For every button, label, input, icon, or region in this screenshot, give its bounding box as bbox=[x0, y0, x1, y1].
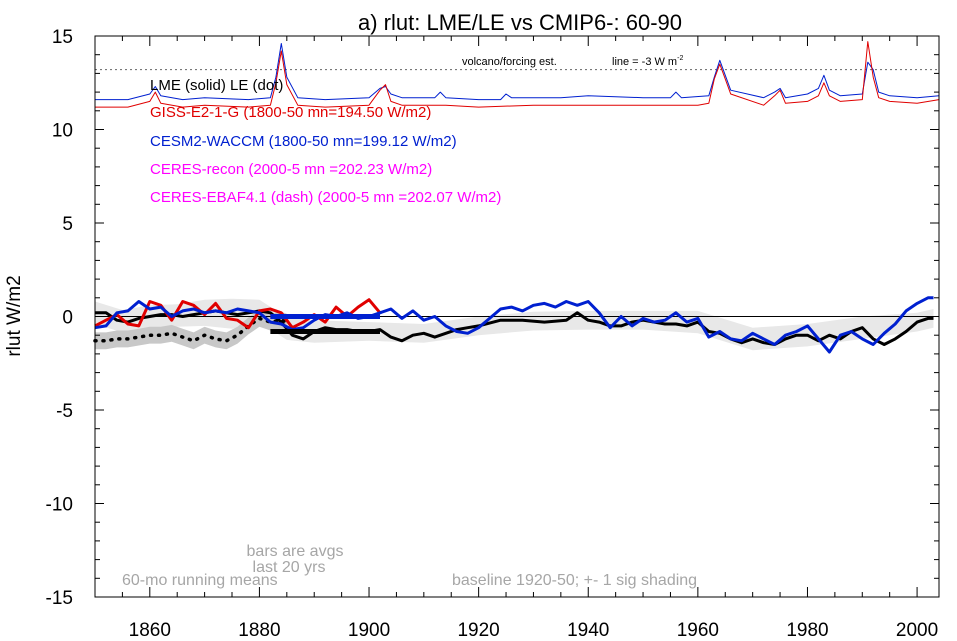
chart-title: a) rlut: LME/LE vs CMIP6-: 60-90 bbox=[358, 10, 682, 35]
x-tick-label: 1980 bbox=[786, 620, 828, 641]
anomaly-line-4 bbox=[94, 298, 382, 330]
forcing-line-0 bbox=[95, 43, 940, 101]
x-tick-label: 2000 bbox=[896, 620, 938, 641]
x-tick-label: 1900 bbox=[348, 620, 390, 641]
baseline-note: baseline 1920-50; +- 1 sig shading bbox=[452, 572, 697, 589]
legend-ceres-ebaf: CERES-EBAF4.1 (dash) (2000-5 mn =202.07 … bbox=[150, 189, 501, 206]
forcing-line-1 bbox=[95, 41, 940, 108]
legend-ceres-recon: CERES-recon (2000-5 mn =202.23 W/m2) bbox=[150, 161, 432, 178]
y-tick-label: 10 bbox=[52, 121, 73, 142]
y-tick-label: 15 bbox=[52, 27, 73, 48]
series-group bbox=[93, 41, 940, 354]
le-anomaly-line bbox=[93, 316, 289, 343]
avg-bars-group bbox=[270, 314, 380, 334]
le-shading-band bbox=[95, 310, 287, 350]
y-axis-label: rlut W/m2 bbox=[4, 275, 25, 356]
running-mean-note: 60-mo running means bbox=[122, 572, 278, 589]
x-tick-label: 1920 bbox=[457, 620, 499, 641]
zero-line-group bbox=[95, 69, 939, 317]
x-tick-label: 1940 bbox=[567, 620, 609, 641]
y-tick-label: 0 bbox=[62, 308, 73, 329]
x-tick-label: 1880 bbox=[238, 620, 280, 641]
y-tick-label: 5 bbox=[62, 214, 73, 235]
x-tick-label: 1960 bbox=[677, 620, 719, 641]
x-tick-label: 1860 bbox=[129, 620, 171, 641]
line-label-main: line = -3 W m bbox=[612, 56, 677, 68]
bars-note-line1: bars are avgs bbox=[247, 543, 344, 560]
axes-group: 15 10 5 0 -5 -10 -15 1860 1880 1900 1920 1940 1960 19… bbox=[46, 27, 940, 641]
bars-note-line2: last 20 yrs bbox=[253, 559, 326, 576]
legend-cesm2: CESM2-WACCM (1800-50 mn=199.12 W/m2) bbox=[150, 133, 457, 150]
y-tick-label: -5 bbox=[56, 401, 73, 422]
y-tick-label: -15 bbox=[46, 588, 73, 609]
volcano-label: volcano/forcing est. bbox=[462, 56, 557, 68]
anomaly-line-5 bbox=[94, 296, 934, 354]
y-tick-label: -10 bbox=[46, 495, 73, 516]
legend-giss: GISS-E2-1-G (1800-50 mn=194.50 W/m2) bbox=[150, 104, 431, 121]
line-label-sup: -2 bbox=[677, 55, 683, 62]
lme-le-label: LME (solid) LE (dot) bbox=[150, 77, 283, 94]
line-label: line = -3 W m-2 bbox=[612, 55, 683, 68]
